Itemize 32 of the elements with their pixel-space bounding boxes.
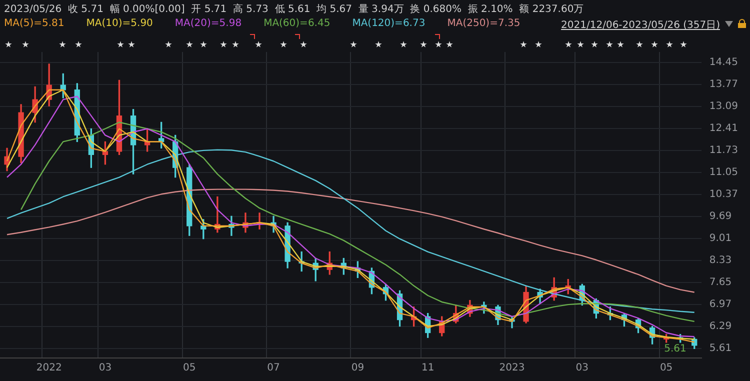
text: MA(250)=7.35 bbox=[447, 18, 520, 29]
y-tick-label: 10.37 bbox=[709, 189, 738, 200]
text: MA(10)=5.90 bbox=[86, 18, 153, 29]
y-tick-label: 14.45 bbox=[709, 56, 738, 68]
annotation: 5.61 bbox=[664, 344, 686, 355]
text: MA(5)=5.81 bbox=[4, 18, 64, 29]
x-tick-label: 05 bbox=[183, 362, 196, 374]
text: MA(20)=5.98 bbox=[174, 18, 242, 29]
x-tick-label: 03 bbox=[98, 362, 112, 374]
y-tick-label: 13.09 bbox=[709, 100, 738, 112]
x-tick-label: 03 bbox=[576, 362, 589, 374]
x-tick-label: 2023 bbox=[499, 362, 525, 374]
x-tick-label: 11 bbox=[421, 362, 434, 374]
x-tick-label: 09 bbox=[351, 362, 364, 374]
y-tick-label: 6.97 bbox=[709, 299, 732, 310]
y-tick-label: 8.33 bbox=[709, 255, 732, 266]
y-tick-label: 5.61 bbox=[709, 343, 732, 354]
chart-subtitle: 2021/12/06-2023/05/26 (357日) bbox=[561, 19, 720, 32]
y-tick-label: 11.05 bbox=[709, 167, 738, 178]
x-tick-label: 05 bbox=[660, 362, 673, 374]
x-tick-label: 07 bbox=[267, 362, 280, 374]
y-tick-label: 6.29 bbox=[709, 321, 732, 332]
x-tick-label: 2022 bbox=[36, 362, 62, 374]
y-tick-label: 11.73 bbox=[709, 145, 738, 156]
text: MA(120)=6.73 bbox=[352, 18, 426, 29]
text: MA(60)=6.45 bbox=[264, 18, 330, 29]
y-tick-label: 7.65 bbox=[709, 277, 732, 288]
y-tick-label: 9.69 bbox=[709, 211, 732, 222]
chart-title: 2023/05/26 收 5.71 幅 0.00%[0.00] 开 5.71 高 5.73 低 5.61 均 5.67 量 3.94万 换 0.680% 振 2.10% 额 2237.60万 bbox=[4, 2, 584, 16]
y-tick-label: 9.01 bbox=[709, 233, 732, 244]
y-tick-label: 12.41 bbox=[709, 123, 738, 134]
y-tick-label: 13.77 bbox=[709, 78, 738, 90]
